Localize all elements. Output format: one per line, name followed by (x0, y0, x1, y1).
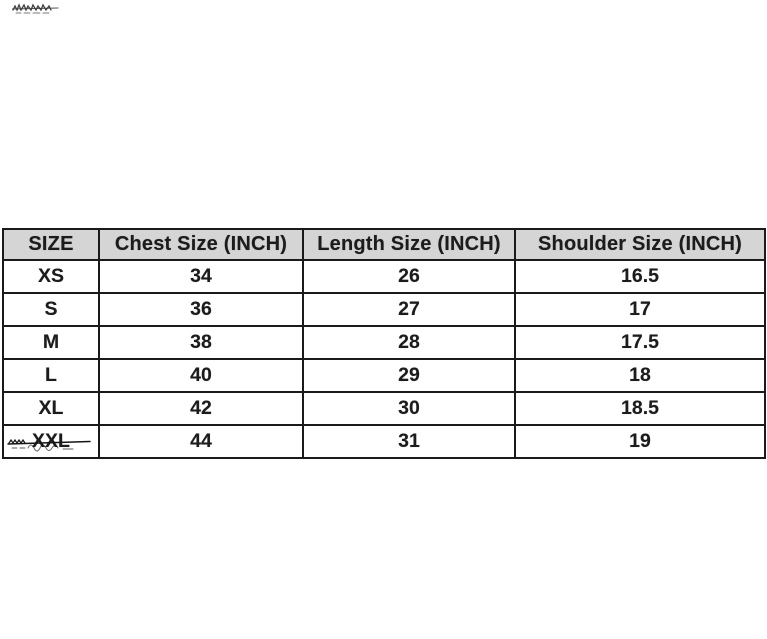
cell-value: 40 (190, 364, 212, 386)
cell-length: 31 (302, 424, 516, 459)
cell-shoulder: 19 (514, 424, 766, 459)
cell-value: M (42, 331, 60, 353)
cell-size: S (2, 292, 100, 327)
cell-shoulder: 18.5 (514, 391, 766, 426)
cell-value: 31 (398, 430, 420, 452)
cell-shoulder: 18 (514, 358, 766, 393)
cell-value: 34 (190, 265, 212, 287)
cell-shoulder: 17 (514, 292, 766, 327)
cell-size: XXL (2, 424, 100, 459)
cell-value: 26 (398, 265, 420, 287)
header-row: SIZE Chest Size (INCH) Length Size (INCH… (2, 228, 766, 261)
cell-value: 38 (190, 331, 212, 353)
table-row: XL 42 30 18.5 (2, 391, 766, 426)
cell-value: 30 (398, 397, 420, 419)
cell-value: 19 (629, 430, 651, 452)
column-header-length: Length Size (INCH) (302, 228, 516, 261)
size-chart-header: SIZE Chest Size (INCH) Length Size (INCH… (2, 228, 766, 261)
cell-value: 16.5 (621, 265, 659, 287)
cell-value: 18 (629, 364, 651, 386)
table-row: XXL 44 31 19 (2, 424, 766, 459)
cell-chest: 42 (98, 391, 304, 426)
cell-value: XL (38, 397, 64, 419)
cell-value: 17.5 (621, 331, 659, 353)
cell-size: M (2, 325, 100, 360)
cell-chest: 36 (98, 292, 304, 327)
cell-value: 28 (398, 331, 420, 353)
cell-size: XS (2, 259, 100, 294)
cell-value: 42 (190, 397, 212, 419)
cell-value: 36 (190, 298, 212, 320)
table-row: S 36 27 17 (2, 292, 766, 327)
column-header-shoulder: Shoulder Size (INCH) (514, 228, 766, 261)
size-chart-body: XS 34 26 16.5 (2, 259, 766, 459)
cell-length: 30 (302, 391, 516, 426)
table-row: M 38 28 17.5 (2, 325, 766, 360)
cell-length: 27 (302, 292, 516, 327)
cell-size: XL (2, 391, 100, 426)
table-row: XS 34 26 16.5 (2, 259, 766, 294)
cell-value: XS (37, 265, 64, 287)
column-header-size: SIZE (2, 228, 100, 261)
cell-value: XXL (32, 430, 70, 452)
cell-value: 27 (398, 298, 420, 320)
cell-value: 44 (190, 430, 212, 452)
cell-value: 18.5 (621, 397, 659, 419)
column-header-chest: Chest Size (INCH) (98, 228, 304, 261)
cell-value: L (45, 364, 57, 386)
size-chart-table: SIZE Chest Size (INCH) Length Size (INCH… (2, 228, 766, 459)
cell-length: 29 (302, 358, 516, 393)
cell-value: 17 (629, 298, 651, 320)
cell-shoulder: 16.5 (514, 259, 766, 294)
cell-chest: 34 (98, 259, 304, 294)
cell-chest: 44 (98, 424, 304, 459)
cell-shoulder: 17.5 (514, 325, 766, 360)
cell-value: 29 (398, 364, 420, 386)
scribble-watermark-top-left-icon (12, 3, 59, 14)
table-row: L 40 29 18 (2, 358, 766, 393)
cell-length: 28 (302, 325, 516, 360)
cell-value: S (44, 298, 58, 320)
cell-chest: 38 (98, 325, 304, 360)
cell-length: 26 (302, 259, 516, 294)
cell-size: L (2, 358, 100, 393)
cell-chest: 40 (98, 358, 304, 393)
